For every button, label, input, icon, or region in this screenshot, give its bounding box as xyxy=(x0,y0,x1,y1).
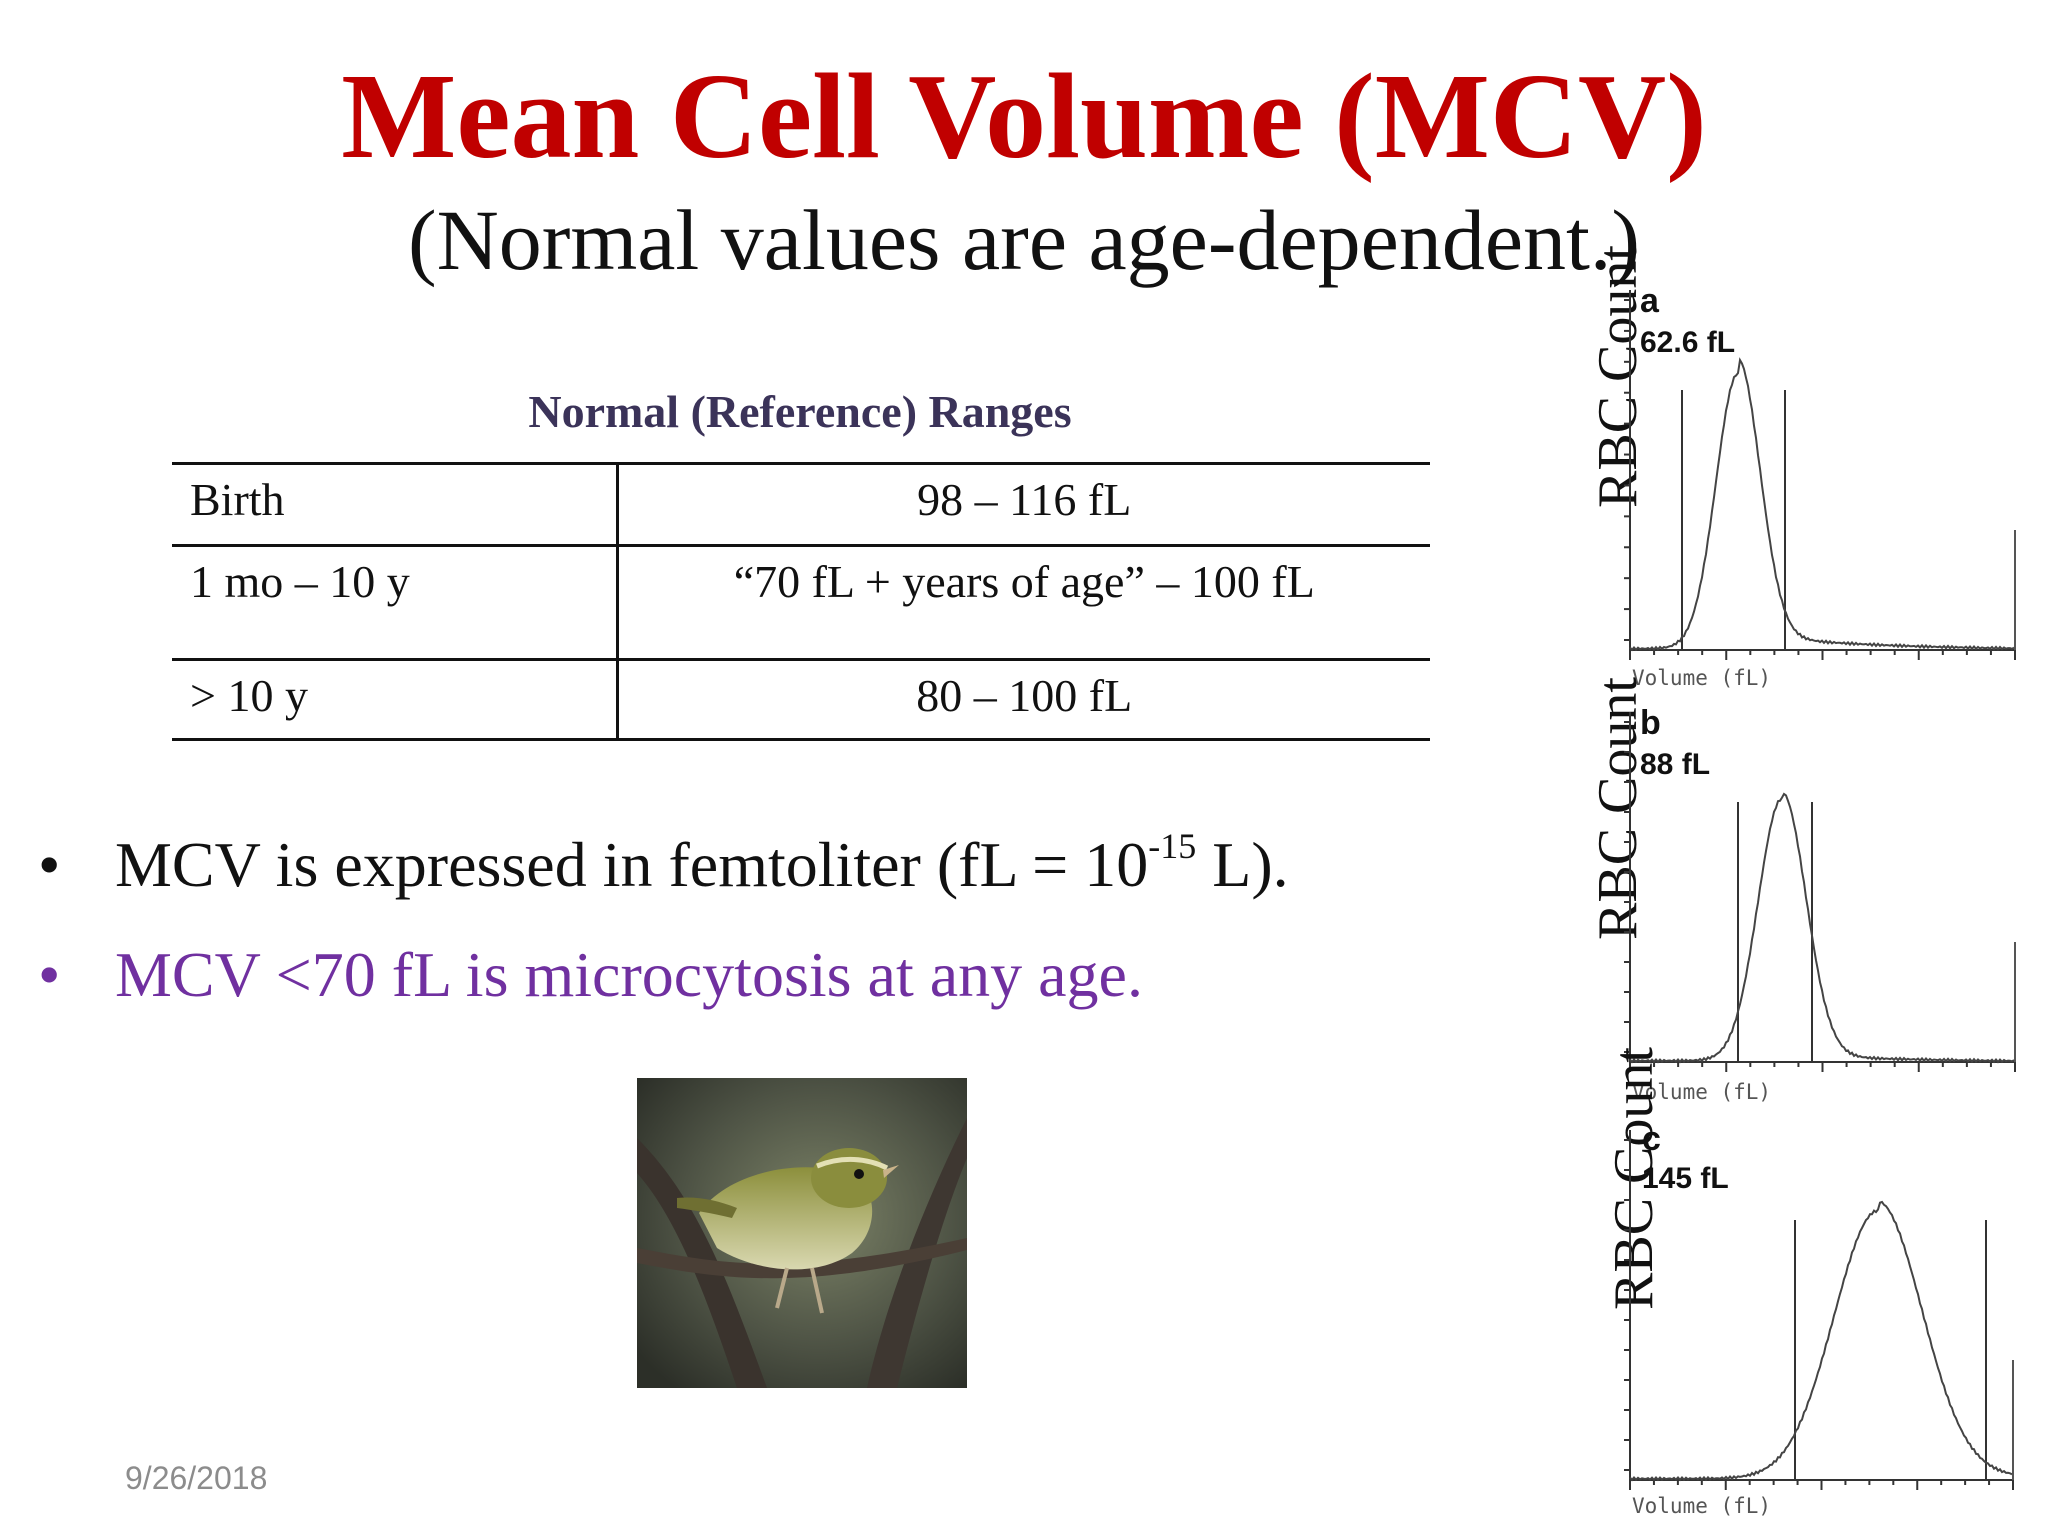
slide-subtitle: (Normal values are age-dependent.) xyxy=(407,192,1641,288)
bullet-list: • MCV is expressed in femtoliter (fL = 1… xyxy=(30,810,1530,1030)
distribution-curve xyxy=(1629,1200,2013,1482)
range-cell: “70 fL + years of age” – 100 fL xyxy=(617,544,1430,661)
reference-ranges-table: Birth 98 – 116 fL 1 mo – 10 y “70 fL + y… xyxy=(172,462,1430,741)
age-cell: Birth xyxy=(172,462,619,547)
bullet-text: MCV <70 fL is microcytosis at any age. xyxy=(115,939,1143,1010)
table-row: Birth 98 – 116 fL xyxy=(172,462,1430,547)
range-cell: 98 – 116 fL xyxy=(617,462,1430,547)
distribution-curve xyxy=(1629,357,2015,652)
panel-letter: b xyxy=(1640,704,1661,742)
distribution-curve xyxy=(1629,792,2015,1064)
panel-letter: a xyxy=(1640,282,1659,320)
table-caption: Normal (Reference) Ranges xyxy=(528,386,1072,437)
panel-value: 88 fL xyxy=(1640,748,1711,781)
bird-photo xyxy=(637,1078,967,1388)
bullet-text: MCV is expressed in femtoliter (fL = 10 xyxy=(115,829,1149,900)
x-axis-label: Volume (fL) xyxy=(1632,1080,1772,1104)
x-axis-label: Volume (fL) xyxy=(1632,1494,1772,1518)
histogram-b xyxy=(1624,712,2016,1072)
panel-value: 62.6 fL xyxy=(1640,326,1736,359)
age-cell: 1 mo – 10 y xyxy=(172,544,619,661)
bullet-femtoliter: • MCV is expressed in femtoliter (fL = 1… xyxy=(30,810,1530,920)
histogram-c xyxy=(1624,1130,2014,1490)
bullet-marker: • xyxy=(38,939,61,1010)
table-row: > 10 y 80 – 100 fL xyxy=(172,658,1430,741)
slide-title: Mean Cell Volume (MCV) xyxy=(341,49,1707,184)
bullet-marker: • xyxy=(38,829,61,900)
bullet-microcytosis: • MCV <70 fL is microcytosis at any age. xyxy=(30,920,1530,1030)
x-axis-label: Volume (fL) xyxy=(1632,666,1772,690)
slide-date: 9/26/2018 xyxy=(125,1460,268,1496)
histogram-a xyxy=(1624,290,2016,660)
bullet-text-end: L). xyxy=(1196,829,1289,900)
age-cell: > 10 y xyxy=(172,658,619,741)
panel-value: 145 fL xyxy=(1642,1162,1729,1195)
table-row: 1 mo – 10 y “70 fL + years of age” – 100… xyxy=(172,544,1430,661)
range-cell: 80 – 100 fL xyxy=(617,658,1430,741)
panel-letter: c xyxy=(1642,1120,1661,1158)
exponent: -15 xyxy=(1148,826,1197,866)
